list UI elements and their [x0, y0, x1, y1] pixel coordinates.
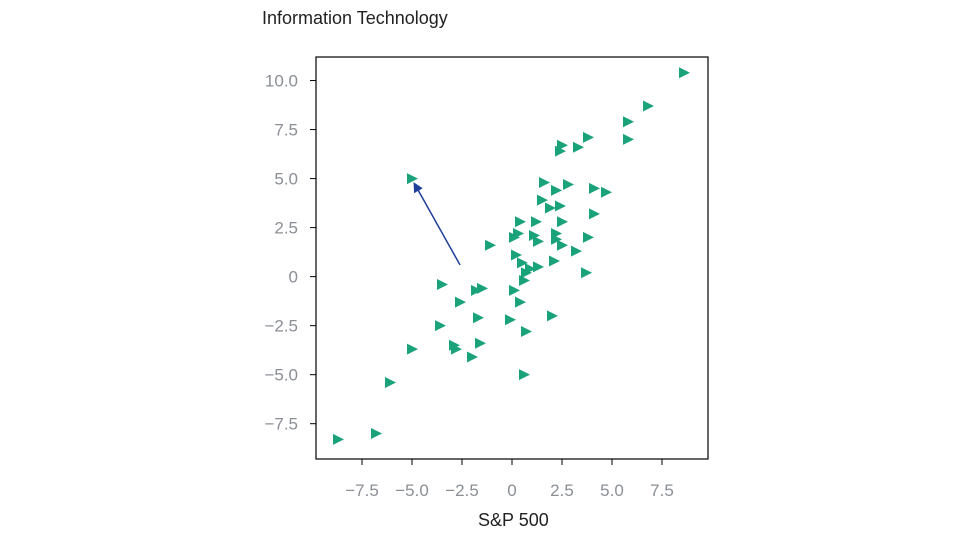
data-point: [589, 208, 600, 220]
data-point: [537, 194, 548, 206]
data-point: [557, 139, 568, 151]
data-point: [623, 116, 634, 128]
data-point: [533, 235, 544, 247]
data-point: [539, 177, 550, 189]
data-point: [519, 369, 530, 381]
x-axis-label: S&P 500: [478, 510, 549, 530]
data-point: [485, 239, 496, 251]
data-point: [583, 231, 594, 243]
data-point: [581, 267, 592, 279]
data-point: [601, 186, 612, 198]
data-point: [407, 343, 418, 355]
data-point: [551, 233, 562, 245]
data-point: [407, 173, 418, 185]
data-point: [623, 133, 634, 145]
data-point: [475, 337, 486, 349]
y-axis-label: Information Technology: [262, 8, 448, 28]
data-point: [521, 326, 532, 338]
data-point: [473, 312, 484, 324]
annotations: [413, 182, 461, 266]
data-point: [557, 239, 568, 251]
data-point: [509, 284, 520, 296]
data-point: [573, 141, 584, 153]
data-point: [437, 278, 448, 290]
y-tick-label: −7.5: [264, 415, 298, 434]
data-points: [333, 67, 690, 445]
y-tick-label: −5.0: [264, 366, 298, 385]
data-point: [547, 310, 558, 322]
data-point: [455, 296, 466, 308]
x-tick-label: −7.5: [345, 481, 379, 500]
data-point: [435, 320, 446, 332]
y-tick-label: 10.0: [265, 72, 298, 91]
data-point: [477, 282, 488, 294]
data-point: [563, 178, 574, 190]
x-tick-label: 5.0: [600, 481, 624, 500]
x-tick-label: 0: [507, 481, 516, 500]
data-point: [643, 100, 654, 112]
data-point: [557, 216, 568, 228]
data-point: [531, 216, 542, 228]
data-point: [471, 284, 482, 296]
y-ticks: 10.0 7.5 5.0 2.5 0 −2.5 −5.0 −7.5: [264, 72, 316, 434]
data-point: [451, 343, 462, 355]
data-point: [515, 296, 526, 308]
x-tick-label: 2.5: [550, 481, 574, 500]
data-point: [551, 184, 562, 196]
data-point: [519, 275, 530, 287]
data-point: [679, 67, 690, 79]
data-point: [571, 245, 582, 257]
data-point: [589, 182, 600, 194]
y-tick-label: 5.0: [274, 170, 298, 189]
data-point: [371, 428, 382, 440]
x-tick-label: −2.5: [445, 481, 479, 500]
data-point: [505, 314, 516, 326]
data-point: [333, 433, 344, 445]
y-tick-label: 7.5: [274, 121, 298, 140]
data-point: [545, 202, 556, 214]
y-tick-label: −2.5: [264, 317, 298, 336]
data-point: [533, 261, 544, 273]
data-point: [529, 229, 540, 241]
annotation-arrow: [413, 182, 461, 266]
x-ticks: −7.5 −5.0 −2.5 0 2.5 5.0 7.5: [345, 459, 674, 500]
data-point: [555, 200, 566, 212]
data-point: [467, 351, 478, 363]
data-point: [521, 267, 532, 279]
data-point: [549, 255, 560, 267]
y-tick-label: 0: [289, 268, 298, 287]
data-point: [509, 231, 520, 243]
data-point: [511, 249, 522, 261]
data-point: [385, 377, 396, 389]
data-point: [515, 216, 526, 228]
y-tick-label: 2.5: [274, 219, 298, 238]
data-point: [583, 131, 594, 143]
x-tick-label: 7.5: [650, 481, 674, 500]
x-tick-label: −5.0: [395, 481, 429, 500]
data-point: [555, 145, 566, 157]
data-point: [517, 257, 528, 269]
